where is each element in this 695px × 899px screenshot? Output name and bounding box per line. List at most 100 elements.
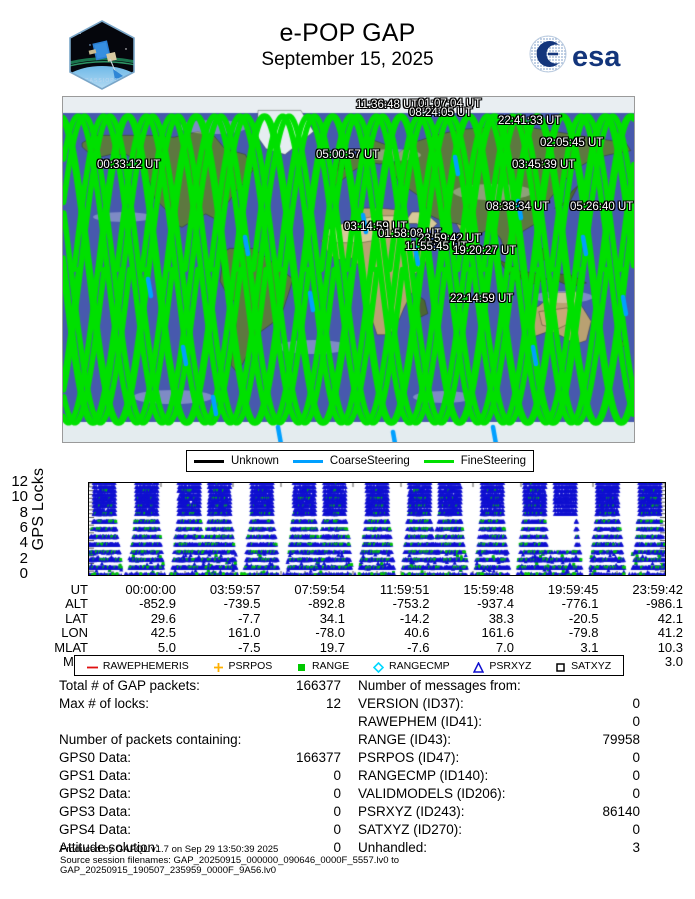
map-pass-time-label: 02:05:45 UT	[540, 137, 604, 149]
footer-line-source-1: Source session filenames: GAP_20250915_0…	[60, 854, 400, 866]
stat-row: RAWEPHEM (ID41): 0	[358, 714, 658, 732]
stat-label: PSRXYZ (ID243):	[358, 804, 465, 819]
stat-value: 0	[333, 768, 341, 783]
map-pass-time-label: 22:14:59 UT	[450, 293, 514, 305]
data-legend-item-psrpos: PSRPOS	[213, 660, 272, 672]
ephemeris-value: 161.0	[227, 625, 261, 641]
map-legend: Unknown CoarseSteering FineSteering	[186, 450, 534, 472]
stat-row: GPS3 Data: 0	[59, 804, 359, 822]
stat-label: PSRPOS (ID47):	[358, 750, 460, 765]
ephemeris-value: -739.5	[223, 596, 261, 612]
stat-label: Unhandled:	[358, 840, 428, 855]
ephemeris-value: -7.5	[238, 639, 261, 655]
data-legend-item-rawephemeris: RAWEPHEMERIS	[86, 659, 189, 672]
plot-y-tick-label: 12	[11, 473, 28, 490]
stat-label: VERSION (ID37):	[358, 696, 464, 711]
ephemeris-value: 41.2	[657, 625, 683, 641]
plot-y-tick-label: 10	[11, 488, 28, 506]
stat-label: Total # of GAP packets:	[59, 678, 200, 693]
legend-marker-plus	[213, 660, 224, 672]
ephemeris-value: 34.1	[319, 610, 345, 626]
stat-row: GPS0 Data: 166377	[59, 750, 359, 768]
legend-line-swatch	[292, 459, 323, 463]
ephemeris-row-lon: LON 42.5 161.0 -78.0 40.6 161.6 -79.8 41.2	[0, 625, 695, 641]
map-pass-time-label: 01:58:08 UT	[378, 228, 442, 240]
page-date: September 15, 2025	[261, 49, 434, 70]
stat-label: SATXYZ (ID270):	[358, 822, 463, 837]
ephemeris-value: 38.3	[488, 610, 514, 626]
data-legend-label: RANGECMP	[388, 659, 450, 672]
stat-row: Unhandled: 3	[358, 840, 658, 858]
stat-row: Attitude solution: 0	[59, 840, 359, 858]
map-pass-time-label: 03:45:39 UT	[512, 159, 576, 171]
stat-label: Attitude solution:	[59, 840, 159, 855]
stat-value: 0	[632, 714, 640, 729]
ephemeris-row-alt: ALT -852.9 -739.5 -892.8 -753.2 -937.4 -776.1 -…	[0, 596, 695, 612]
data-legend-label: RAWEPHEMERIS	[102, 659, 189, 672]
map-pass-time-label: 03:14:59 UT	[344, 221, 408, 233]
stat-row: VALIDMODELS (ID206): 0	[358, 786, 658, 804]
map-legend-label: CoarseSteering	[329, 455, 410, 467]
ephemeris-value: 3.0	[664, 653, 683, 669]
stat-row: Total # of GAP packets: 166377	[59, 678, 359, 696]
stat-row: GPS1 Data: 0	[59, 768, 359, 786]
data-legend-label: PSRXYZ	[489, 659, 532, 672]
map-pass-time-label: 05:00:57 UT	[316, 149, 380, 161]
stat-value: 12	[325, 696, 341, 711]
stat-label: RANGECMP (ID140):	[358, 768, 489, 783]
esa-wordmark: esa	[572, 41, 621, 73]
stat-label: RAWEPHEM (ID41):	[358, 714, 483, 729]
stat-value: 0	[333, 786, 341, 801]
ephemeris-row-lat: LAT 29.6 -7.7 34.1 -14.2 38.3 -20.5 42.1	[0, 610, 695, 626]
footer-line-produced: Produced by GAPQL v1.7 on Sep 29 13:50:3…	[60, 844, 279, 855]
stat-value: 166377	[295, 678, 341, 693]
data-legend-item-range: RANGE	[296, 660, 349, 672]
stat-row: Max # of locks: 12	[59, 696, 359, 714]
map-canvas	[63, 97, 634, 442]
ephemeris-value: 29.6	[150, 610, 176, 626]
esa-logo-icon: esa	[529, 35, 621, 73]
map-legend-item-unknown: Unknown	[193, 455, 279, 467]
ephemeris-value: 19.7	[319, 639, 345, 655]
ephemeris-row-mlat: MLAT 5.0 -7.5 19.7 -7.6 7.0 3.1 10.3	[0, 639, 695, 655]
mission-patch-label: CASSIOPE	[85, 78, 119, 84]
map-legend-item-finesteering: FineSteering	[423, 455, 526, 467]
ephemeris-row-label: ALT	[65, 596, 88, 612]
data-legend-label: SATXYZ	[571, 659, 612, 672]
ephemeris-value: -79.8	[568, 625, 599, 641]
stat-value: 0	[632, 786, 640, 801]
stat-label: RANGE (ID43):	[358, 732, 452, 747]
legend-marker-triangle	[473, 660, 485, 673]
ephemeris-value: 3.1	[580, 639, 599, 655]
page-header: CASSIOPE e-POP GAP September 15, 2025 es…	[0, 0, 695, 92]
ephemeris-value: 40.6	[404, 625, 430, 641]
map-pass-time-label: 19:20:27 UT	[453, 245, 517, 257]
stat-row: SATXYZ (ID270): 0	[358, 822, 658, 840]
ephemeris-value: 11:59:51	[379, 582, 430, 597]
stat-row: GPS2 Data: 0	[59, 786, 359, 804]
stat-value: 3	[632, 840, 640, 855]
footer-provenance: Produced by GAPQL v1.7 on Sep 29 13:50:3…	[60, 844, 680, 877]
map-pass-time-label: 05:26:40 UT	[570, 201, 634, 213]
data-legend-label: RANGE	[311, 659, 350, 672]
legend-marker-square-open	[555, 660, 566, 672]
map-legend-item-coarsesteering: CoarseSteering	[292, 455, 410, 467]
stat-row: RANGECMP (ID140): 0	[358, 768, 658, 786]
stat-row: GPS4 Data: 0	[59, 822, 359, 840]
ephemeris-row-label: MLAT	[54, 639, 88, 655]
data-legend-item-rangecmp: RANGECMP	[372, 659, 450, 674]
ephemeris-value: -14.2	[399, 610, 430, 626]
ephemeris-value: 10.3	[657, 639, 683, 655]
map-pass-time-label: 00:33:12 UT	[97, 159, 161, 171]
ephemeris-row-label: UT	[70, 582, 88, 597]
statistics-right-column: Number of messages from: VERSION (ID37): 0…	[358, 678, 658, 858]
stat-row: RANGE (ID43): 79958	[358, 732, 658, 750]
map-pass-time-label: 08:24:05 UT	[409, 107, 473, 119]
stat-value: 0	[333, 840, 341, 855]
ephemeris-value: -7.6	[407, 639, 430, 655]
stat-label: VALIDMODELS (ID206):	[358, 786, 506, 801]
map-pass-time-label: 11:36:48 UT	[356, 99, 419, 111]
stat-label: GPS4 Data:	[59, 822, 132, 837]
stat-value: 86140	[602, 804, 640, 819]
ephemeris-value: 161.6	[481, 625, 514, 641]
